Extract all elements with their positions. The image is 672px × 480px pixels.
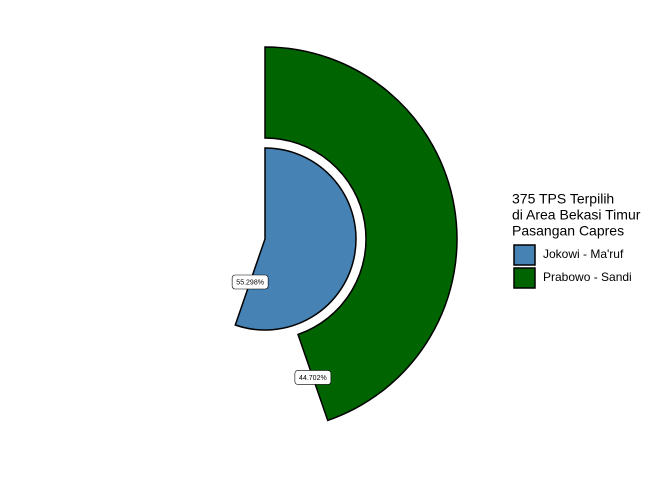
legend-title: 375 TPS Terpilih [512, 191, 614, 207]
value-label: 44.702% [294, 370, 332, 385]
legend-label: Prabowo - Sandi [543, 270, 632, 284]
value-label-text: 44.702% [299, 375, 327, 382]
polar-bar [264, 46, 458, 422]
legend-title: Pasangan Capres [512, 223, 624, 239]
legend-label: Jokowi - Ma'ruf [543, 247, 624, 261]
value-label-box [231, 274, 269, 290]
value-label-text: 55.298% [236, 279, 264, 286]
value-label: 55.298% [231, 274, 269, 290]
legend-key [513, 267, 536, 289]
value-label-box [294, 370, 332, 385]
legend-key [513, 244, 536, 266]
legend-title: di Area Bekasi Timur [512, 207, 641, 223]
polar-bar [234, 147, 357, 331]
